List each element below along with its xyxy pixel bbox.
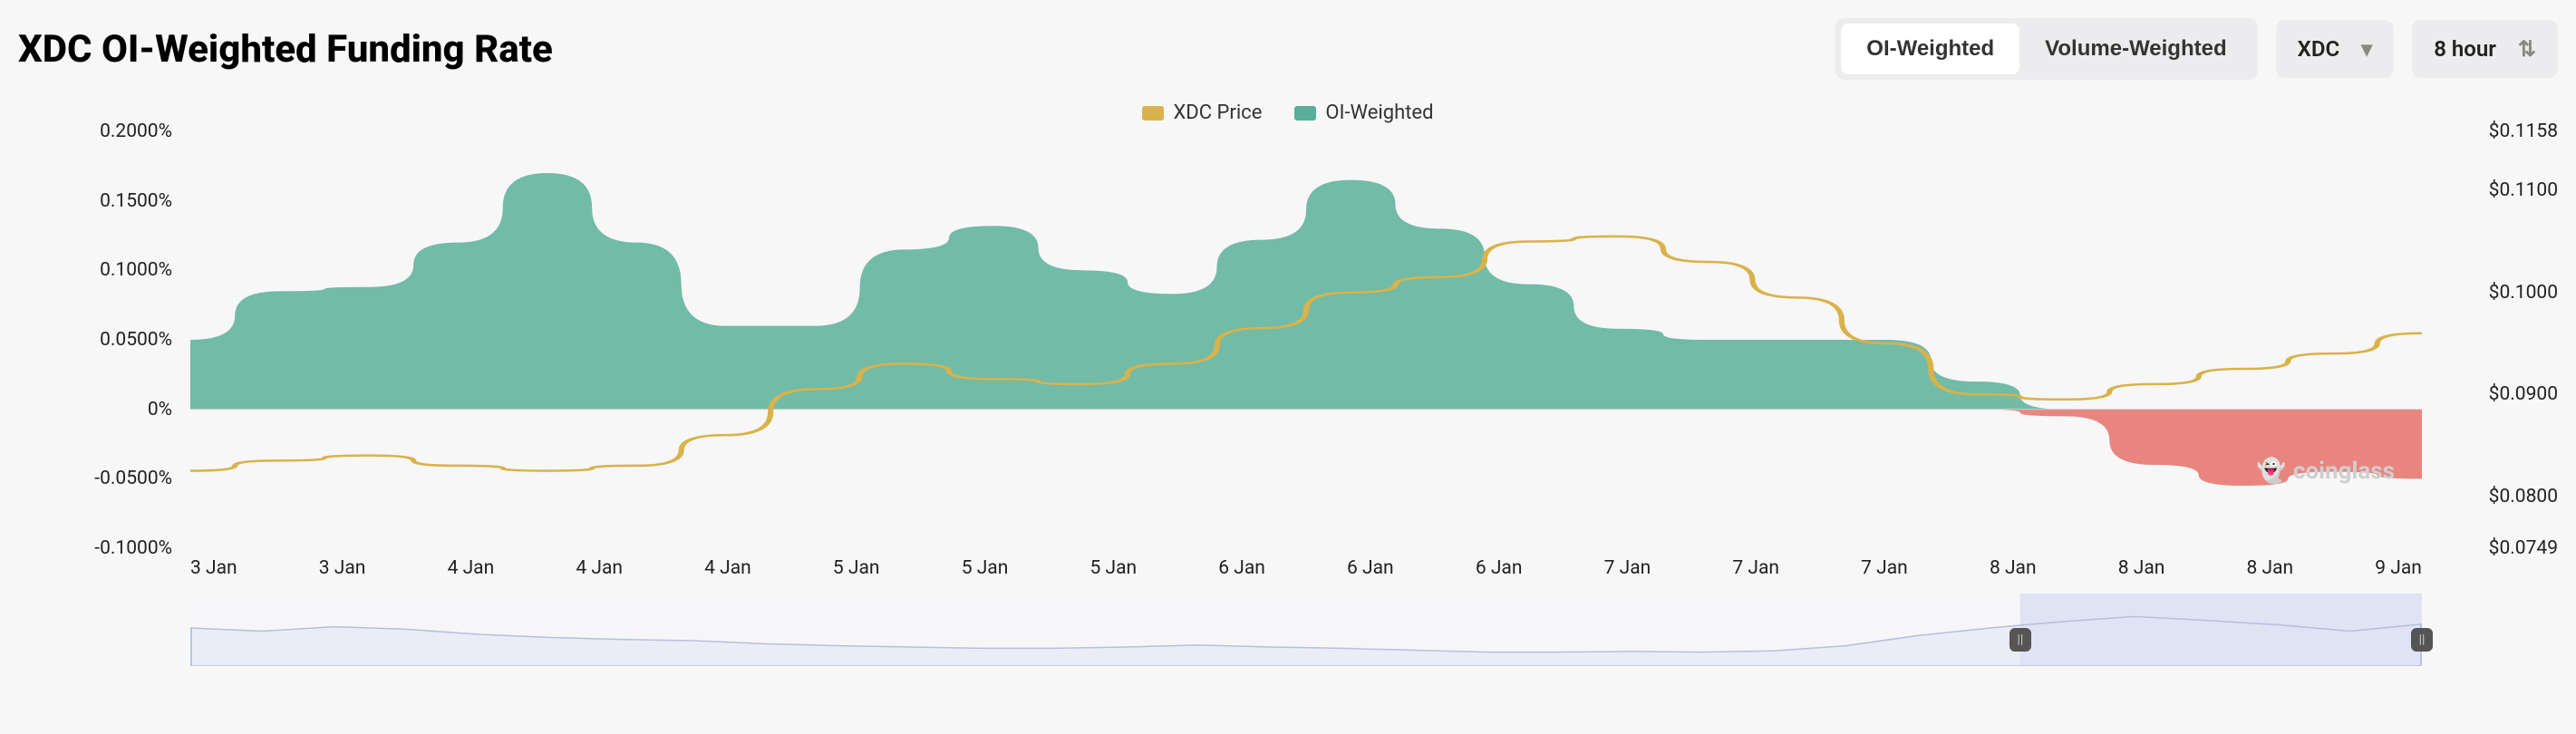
x-tick: 6 Jan [1476,557,1523,579]
x-tick: 4 Jan [576,557,623,579]
x-tick: 4 Jan [448,557,495,579]
oi-weighted-toggle[interactable]: OI-Weighted [1841,24,2019,74]
x-tick: 4 Jan [704,557,751,579]
oi-positive-area [190,173,2422,410]
x-tick: 5 Jan [833,557,880,579]
legend-item-oi[interactable]: OI-Weighted [1294,101,1433,124]
legend-item-price[interactable]: XDC Price [1142,101,1262,124]
right-y-axis: $0.1158$0.1100$0.1000$0.0900$0.0800$0.07… [2449,131,2558,548]
x-tick: 7 Jan [1732,557,1779,579]
left-y-axis: 0.2000%0.1500%0.1000%0.0500%0%-0.0500%-0… [18,131,172,548]
brush-handle-left[interactable]: || [2009,628,2031,652]
chart-legend: XDC Price OI-Weighted [18,101,2558,124]
brush-handle-right[interactable]: || [2411,628,2433,652]
x-axis: 3 Jan 3 Jan 4 Jan 4 Jan 4 Jan 5 Jan 5 Jan 5 Jan… [190,557,2422,579]
legend-label-price: XDC Price [1173,101,1262,124]
x-tick: 3 Jan [190,557,237,579]
legend-swatch-price [1142,106,1164,121]
x-tick: 6 Jan [1218,557,1265,579]
sort-icon: ⇅ [2518,36,2536,62]
legend-label-oi: OI-Weighted [1325,101,1433,124]
x-tick: 7 Jan [1604,557,1651,579]
oi-negative-area [190,410,2422,486]
ghost-icon: 👻 [2257,458,2286,485]
x-tick: 3 Jan [319,557,366,579]
x-tick: 8 Jan [2118,557,2165,579]
plot-area[interactable] [190,131,2422,548]
page-title: XDC OI-Weighted Funding Rate [18,27,553,72]
interval-dropdown-value: 8 hour [2434,36,2496,62]
x-tick: 8 Jan [1990,557,2037,579]
x-tick: 6 Jan [1347,557,1394,579]
x-tick: 8 Jan [2247,557,2294,579]
chevron-down-icon: ▾ [2361,36,2372,62]
legend-swatch-oi [1294,106,1316,121]
main-chart: 0.2000%0.1500%0.1000%0.0500%0%-0.0500%-0… [18,131,2558,584]
watermark: 👻 coinglass [2257,458,2395,485]
asset-dropdown[interactable]: XDC ▾ [2276,20,2395,78]
x-tick: 5 Jan [962,557,1009,579]
x-tick: 7 Jan [1861,557,1908,579]
asset-dropdown-value: XDC [2298,36,2340,62]
x-tick: 9 Jan [2375,557,2422,579]
watermark-text: coinglass [2293,458,2395,485]
brush-panel[interactable]: || || [190,594,2422,666]
interval-dropdown[interactable]: 8 hour ⇅ [2412,20,2558,78]
x-tick: 5 Jan [1089,557,1137,579]
controls-bar: OI-Weighted Volume-Weighted XDC ▾ 8 hour… [1835,18,2558,80]
weighting-toggle: OI-Weighted Volume-Weighted [1835,18,2257,80]
volume-weighted-toggle[interactable]: Volume-Weighted [2019,24,2252,74]
